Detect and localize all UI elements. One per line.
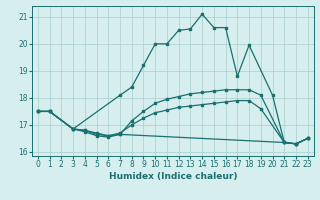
X-axis label: Humidex (Indice chaleur): Humidex (Indice chaleur) [108, 172, 237, 181]
